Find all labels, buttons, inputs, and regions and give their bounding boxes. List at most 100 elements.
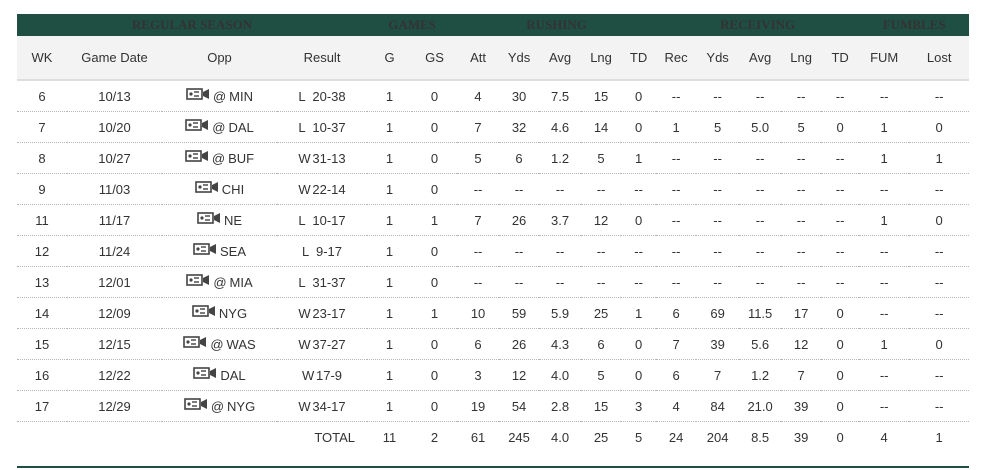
col-header-rush-att: Att [457,36,500,81]
rec-yds-cell: -- [696,80,740,112]
opponent-link[interactable]: @ MIN [186,88,253,104]
rec-yds-cell: -- [696,204,740,236]
rush-avg-cell: 4.6 [539,111,582,143]
group-regular-season: REGULAR SEASON [17,14,368,36]
opponent-link[interactable]: @ WAS [183,336,256,352]
opponent-name: WAS [226,336,256,352]
gs-cell: 0 [412,142,458,174]
lost-cell: -- [909,297,970,329]
video-camera-icon[interactable] [193,243,217,259]
opponent-link[interactable]: SEA [193,243,246,259]
opponent-link[interactable]: CHI [194,181,244,197]
win-loss-indicator: L [302,243,310,259]
rush-avg-cell: -- [539,235,582,267]
gs-cell: 0 [412,266,458,298]
rec-lng-cell: 39 [781,390,822,422]
rush-avg-cell: 2.8 [539,390,582,422]
gs-cell: 1 [412,204,458,236]
week-cell: 14 [17,297,67,329]
column-group-header: REGULAR SEASON GAMES RUSHING RECEIVING F… [17,14,970,36]
video-camera-icon[interactable] [183,336,207,352]
game-date-cell: 10/13 [67,80,162,112]
opponent-name: SEA [219,243,246,259]
table-row: 17 12/29 @ NYG W 34-17 1 0 19 54 2.8 15 3 4 84 21.0 39 0-… [17,390,970,422]
opponent-link[interactable]: @ MIA [186,274,253,290]
rec-lng-cell: 12 [781,328,822,360]
rec-yds-cell: -- [696,266,740,298]
rush-td-cell: 0 [621,111,657,143]
g-cell: 1 [367,80,413,112]
away-marker: @ [213,274,227,290]
rec-yds-cell: 69 [696,297,740,329]
rec-lng-cell: -- [781,235,822,267]
opponent-link[interactable]: DAL [193,367,246,383]
g-cell: 1 [367,328,413,360]
rush-lng-cell: 12 [581,204,622,236]
rush-avg-cell: 5.9 [539,297,582,329]
group-rushing: RUSHING [457,14,657,36]
opponent-link[interactable]: NYG [192,305,247,321]
opponent-cell: @ BUF [162,142,277,174]
game-score: 22-14 [312,181,346,197]
game-date-cell: 12/15 [67,328,162,360]
opponent-cell: @ MIN [162,80,277,112]
video-camera-icon[interactable] [197,212,221,228]
game-date-cell: 11/24 [67,235,162,267]
rec-lng-cell: 5 [781,111,822,143]
result-cell: W 37-27 [277,328,368,360]
week-cell: 16 [17,359,67,391]
rush-td-cell: 0 [621,359,657,391]
opponent-link[interactable]: @ NYG [184,398,255,414]
gs-cell: 0 [412,173,458,205]
rush-att-cell: 3 [457,359,500,391]
result-cell: W 17-9 [277,359,368,391]
total-rec-yds: 204 [706,429,729,445]
fum-cell: -- [859,390,910,422]
opponent-link[interactable]: @ BUF [185,150,254,166]
group-games: GAMES [367,14,458,36]
video-camera-icon[interactable] [184,398,208,414]
rec-lng-cell: -- [781,173,822,205]
away-marker: @ [212,88,227,104]
rec-avg-cell: 5.6 [739,328,782,360]
video-camera-icon[interactable] [185,150,209,166]
rush-att-cell: 6 [457,328,500,360]
opponent-cell: SEA [162,235,277,267]
video-camera-icon[interactable] [186,88,210,104]
player-game-log-table: REGULAR SEASON GAMES RUSHING RECEIVING F… [17,14,970,452]
total-rec-lng: 39 [793,429,809,445]
video-camera-icon[interactable] [193,367,217,383]
rush-lng-cell: -- [581,235,622,267]
rec-yds-cell: -- [696,235,740,267]
lost-cell: -- [909,173,970,205]
rush-td-cell: 0 [621,80,657,112]
rec-yds-cell: 5 [696,111,740,143]
win-loss-indicator: L [298,274,306,290]
rec-cell: -- [656,80,697,112]
rush-yds-cell: 59 [499,297,540,329]
game-result: L 31-37 [298,275,345,290]
video-camera-icon[interactable] [192,305,216,321]
rush-yds-cell: 30 [499,80,540,112]
g-cell: 1 [367,359,413,391]
result-cell: W 34-17 [277,390,368,422]
video-camera-icon[interactable] [194,181,219,197]
gs-cell: 0 [412,111,458,143]
lost-cell: -- [909,266,970,298]
week-cell: 9 [17,173,67,205]
win-loss-indicator: W [298,305,311,321]
total-rush-td: 5 [634,429,643,445]
result-cell: L 31-37 [277,266,368,298]
gs-cell: 0 [412,80,458,112]
opponent-link[interactable]: NE [197,212,242,228]
game-date-cell: 10/27 [67,142,162,174]
rush-avg-cell: 7.5 [539,80,582,112]
video-camera-icon[interactable] [186,274,210,290]
rec-lng-cell: -- [781,142,822,174]
g-cell: 1 [367,235,413,267]
opponent-link[interactable]: @ DAL [185,119,254,135]
rush-yds-cell: 26 [499,328,540,360]
win-loss-indicator: L [298,119,306,135]
lost-cell: 1 [909,142,970,174]
video-camera-icon[interactable] [185,119,209,135]
